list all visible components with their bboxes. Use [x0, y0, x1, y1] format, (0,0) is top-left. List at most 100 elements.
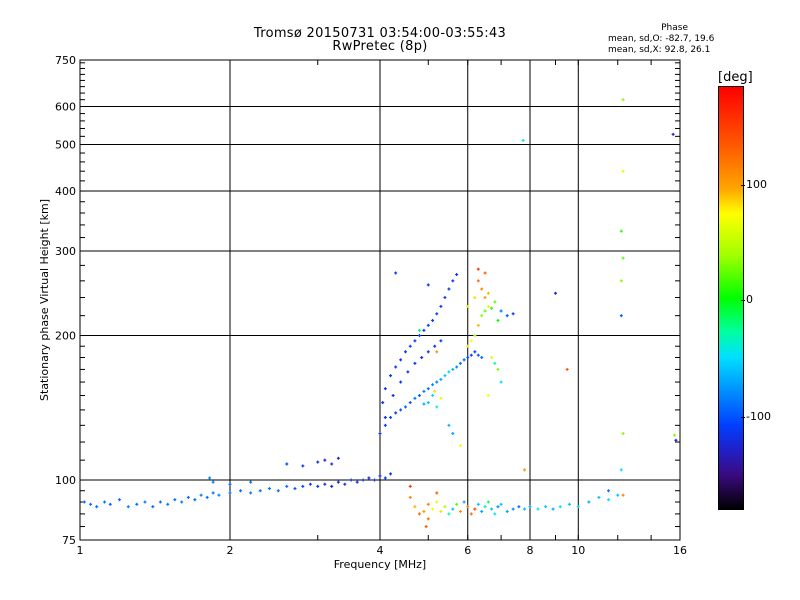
- data-point: [426, 502, 430, 506]
- data-point: [439, 377, 443, 381]
- data-point: [466, 344, 470, 348]
- data-point: [399, 358, 403, 362]
- phase-stats-header: Phase: [661, 23, 688, 33]
- y-tick-label: 100: [55, 474, 76, 487]
- data-point: [443, 505, 447, 509]
- data-point: [103, 500, 107, 504]
- data-point: [420, 355, 424, 359]
- data-point: [496, 318, 500, 322]
- data-point: [422, 389, 426, 393]
- data-point: [476, 279, 480, 283]
- chart-title: Tromsø 20150731 03:54:00-03:55:43: [253, 26, 507, 41]
- data-point: [249, 491, 253, 495]
- y-tick-label: 400: [55, 185, 76, 198]
- data-point: [151, 505, 155, 509]
- data-point: [389, 472, 393, 476]
- data-point: [496, 505, 500, 509]
- x-tick-label: 16: [673, 544, 687, 557]
- data-point: [95, 505, 99, 509]
- data-point: [417, 334, 421, 338]
- data-point: [490, 306, 494, 310]
- data-point: [483, 505, 487, 509]
- data-point: [343, 482, 347, 486]
- data-point: [417, 512, 421, 516]
- data-point: [439, 396, 443, 400]
- data-point: [480, 287, 484, 291]
- colorbar-tick-label: 100: [746, 178, 767, 191]
- data-point: [473, 507, 477, 511]
- data-point: [621, 169, 625, 173]
- data-point: [455, 502, 459, 506]
- data-point: [293, 487, 297, 491]
- data-point: [158, 500, 162, 504]
- data-point: [316, 484, 320, 488]
- data-point: [330, 462, 334, 466]
- colorbar-tick-label: 0: [746, 293, 753, 306]
- data-point: [367, 476, 371, 480]
- data-point: [451, 367, 455, 371]
- data-point: [435, 405, 439, 409]
- y-tick-label: 600: [55, 101, 76, 114]
- data-point: [607, 498, 611, 502]
- chart-subtitle: RwPretec (8p): [332, 39, 428, 54]
- data-point: [394, 365, 398, 369]
- data-point: [511, 507, 515, 511]
- data-point: [378, 474, 382, 478]
- data-point: [408, 484, 412, 488]
- data-point: [439, 339, 443, 343]
- data-point: [406, 370, 410, 374]
- data-point: [417, 328, 421, 332]
- data-point: [316, 460, 320, 464]
- data-point: [323, 458, 327, 462]
- x-tick-label: 10: [571, 544, 585, 557]
- data-point: [431, 394, 435, 398]
- data-point: [523, 507, 527, 511]
- data-point: [301, 464, 305, 468]
- colorbar-tick-mark: [741, 300, 745, 301]
- data-point: [408, 401, 412, 405]
- data-point: [521, 138, 525, 142]
- x-tick-label: 2: [227, 544, 234, 557]
- data-point: [671, 132, 675, 136]
- data-point: [228, 491, 232, 495]
- data-point: [117, 498, 121, 502]
- data-point: [480, 509, 484, 513]
- data-point: [447, 370, 451, 374]
- data-point: [426, 283, 430, 287]
- data-point: [422, 402, 426, 406]
- data-point: [462, 358, 466, 362]
- data-point: [330, 484, 334, 488]
- data-point: [431, 383, 435, 387]
- data-point: [607, 489, 611, 493]
- data-point: [517, 505, 521, 509]
- phase-stats-o: mean, sd,O: -82.7, 19.6: [608, 34, 715, 44]
- data-point: [435, 350, 439, 354]
- y-tick-label: 500: [55, 139, 76, 152]
- data-point: [336, 480, 340, 484]
- data-point: [355, 480, 359, 484]
- data-point: [435, 380, 439, 384]
- x-tick-label: 1: [77, 544, 84, 557]
- data-point: [108, 502, 112, 506]
- data-point: [553, 291, 557, 295]
- colorbar-tick-mark: [741, 417, 745, 418]
- data-point: [597, 495, 601, 499]
- data-point: [499, 309, 503, 313]
- y-tick-label: 75: [62, 534, 76, 547]
- data-point: [505, 314, 509, 318]
- data-point: [239, 489, 243, 493]
- data-point: [426, 350, 430, 354]
- data-point: [285, 462, 289, 466]
- data-point: [458, 509, 462, 513]
- data-point: [447, 423, 451, 427]
- data-point: [476, 353, 480, 357]
- x-tick-label: 8: [527, 544, 534, 557]
- data-point: [413, 361, 417, 365]
- data-point: [422, 328, 426, 332]
- data-point: [447, 512, 451, 516]
- data-point: [205, 495, 209, 499]
- data-point: [383, 387, 387, 391]
- data-point: [211, 491, 215, 495]
- data-point: [208, 476, 212, 480]
- data-point: [383, 476, 387, 480]
